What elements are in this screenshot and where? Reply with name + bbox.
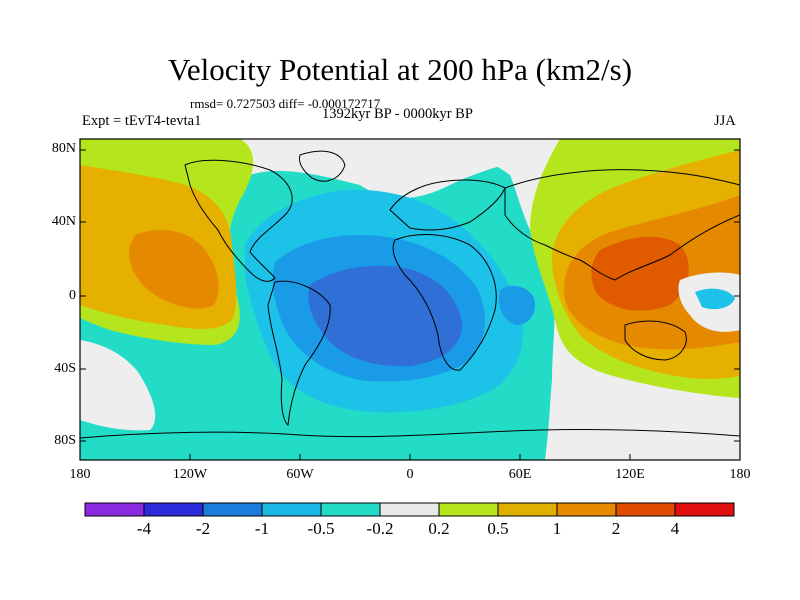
colorbar-cell-11 <box>674 502 735 517</box>
coast-antarctica <box>80 428 740 439</box>
lat-label-80n: 80N <box>51 141 76 156</box>
coast-north-america <box>184 159 293 282</box>
colorbar-cell-6 <box>379 502 440 517</box>
coast-greenland <box>299 150 346 182</box>
field-redorange-east <box>591 236 689 311</box>
lon-label-120e: 120E <box>615 467 645 482</box>
field-midblue-indian <box>498 285 536 325</box>
season-label: JJA <box>714 113 736 129</box>
map-field <box>80 139 740 460</box>
lat-label-40n: 40N <box>51 214 76 229</box>
colorbar-cell-8 <box>497 502 558 517</box>
colorbar-cell-5 <box>320 502 381 517</box>
axis-ticks <box>80 149 740 460</box>
field-orange-west <box>129 230 219 309</box>
coast-south-america <box>267 280 331 426</box>
coast-asia <box>504 169 740 281</box>
colorbar-cell-2 <box>143 502 204 517</box>
lon-label-0: 0 <box>406 467 414 482</box>
lat-label-80s: 80S <box>54 433 76 448</box>
coast-africa <box>392 234 497 371</box>
map-title: Velocity Potential at 200 hPa (km2/s) <box>167 52 633 87</box>
colorbar-label-2: -2 <box>195 519 211 538</box>
colorbar-label-8: 1 <box>552 519 562 538</box>
colorbar <box>84 502 735 517</box>
stats-label: rmsd= 0.727503 diff= -0.000172717 <box>190 96 381 111</box>
lon-label-180w: 180 <box>69 467 91 482</box>
colorbar-cell-4 <box>261 502 322 517</box>
experiment-label: Expt = tEvT4-tevta1 <box>82 113 202 129</box>
colorbar-cell-7 <box>438 502 499 517</box>
colorbar-label-9: 2 <box>611 519 621 538</box>
colorbar-label-1: -4 <box>136 519 152 538</box>
colorbar-cell-3 <box>202 502 263 517</box>
lon-label-60w: 60W <box>286 467 314 482</box>
lon-label-120w: 120W <box>172 467 208 482</box>
colorbar-label-4: -0.5 <box>307 519 335 538</box>
colorbar-label-3: -1 <box>254 519 270 538</box>
period-label: 1392kyr BP - 0000kyr BP <box>322 106 473 122</box>
lat-label-40s: 40S <box>54 361 76 376</box>
lon-label-180e: 180 <box>729 467 751 482</box>
colorbar-cell-10 <box>615 502 676 517</box>
field-white-pacific <box>80 340 156 431</box>
colorbar-label-10: 4 <box>670 519 680 538</box>
colorbar-cell-9 <box>556 502 617 517</box>
colorbar-label-7: 0.5 <box>487 519 509 538</box>
field-lightblue-east <box>695 288 735 310</box>
colorbar-cell-1 <box>84 502 145 517</box>
lat-label-eq: 0 <box>69 288 76 303</box>
coast-australia <box>624 320 687 361</box>
colorbar-label-6: 0.2 <box>428 519 450 538</box>
field-darkblue-atlantic <box>308 265 462 367</box>
colorbar-label-5: -0.2 <box>366 519 394 538</box>
lon-label-60e: 60E <box>508 467 532 482</box>
coastlines <box>80 150 740 439</box>
